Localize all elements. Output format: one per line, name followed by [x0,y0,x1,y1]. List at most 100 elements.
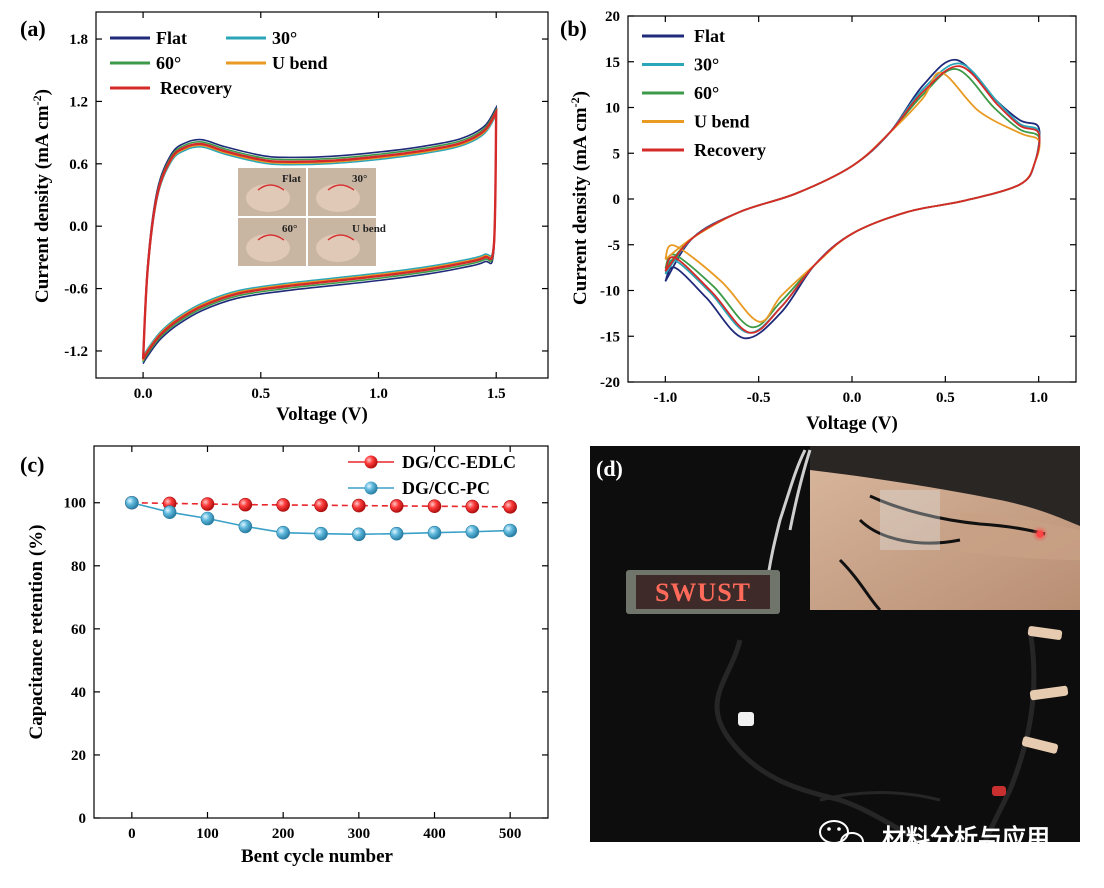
photo-inset-wrist [810,446,1080,612]
data-point [352,498,366,513]
legend-label: DG/CC-EDLC [402,452,516,472]
y-tick-label: 0.6 [69,157,88,173]
data-point [276,525,290,540]
panel-c-series [125,495,517,542]
data-point [200,511,215,526]
y-tick-label: 0 [613,192,621,208]
x-tick-label: 500 [499,826,522,842]
data-point [162,505,177,520]
inset-photo-label: Flat [282,173,301,185]
y-tick-label: 20 [605,9,620,25]
panel-d-photo: SWUST (d) 材料分析与应用 [590,446,1080,852]
y-tick-label: 60 [71,622,86,638]
data-point [314,498,328,513]
y-tick-label: 20 [71,748,86,764]
panel-a-curves [141,104,498,365]
panel-b-ticks: -1.0 -0.5 0.0 0.5 1.0 -20 -15 -10 -5 0 5 10 15 20 [600,9,1076,406]
panel-a-inset-photos: Flat 30° 60° U bend [238,168,386,266]
data-point [389,499,404,513]
panel-c-xlabel: Bent cycle number [241,846,394,867]
data-point [503,523,517,538]
panel-c-ylabel: Capacitance retention (%) [26,525,47,740]
photo-wires [714,629,1037,845]
x-tick-label: 1.5 [487,386,506,402]
legend-label: Recovery [160,78,232,98]
y-tick-label: -15 [600,329,620,345]
data-point [503,500,517,514]
legend-label: 30° [694,55,719,75]
data-point [427,525,442,540]
y-tick-label: -10 [600,284,620,300]
legend-label: 60° [694,83,719,103]
data-point [238,519,253,534]
panel-b-legend: Flat 30° 60° U bend Recovery [642,26,766,160]
legend-marker [364,481,378,495]
y-tick-label: -20 [600,375,620,391]
panel-a-cv-chart: (a) 0.0 0.5 1.0 1.5 -1.2 -0.6 0.0 0.6 1.2 1.8 Vol… [20,11,549,425]
data-point [238,497,253,512]
x-tick-label: 1.0 [1029,390,1048,406]
x-tick-label: 400 [423,826,446,842]
inset-device-strip [327,184,355,191]
data-point [352,527,366,542]
legend-label: U bend [694,112,750,132]
legend-label: 30° [272,28,297,48]
x-tick-label: 0.0 [843,390,862,406]
x-tick-label: 0 [128,826,136,842]
panel-c-label: (c) [20,452,44,477]
x-tick-label: 0.5 [251,386,270,402]
panel-a-label: (a) [20,16,46,41]
legend-label: U bend [272,53,328,73]
legend-label: Recovery [694,140,766,160]
y-tick-label: 80 [71,559,86,575]
data-point [465,524,480,539]
y-tick-label: 40 [71,685,86,701]
y-tick-label: 100 [64,496,87,512]
inset-photo-label: 60° [282,223,297,235]
data-point [125,495,139,510]
panel-b-curves [664,58,1041,340]
y-tick-label: 10 [605,101,620,117]
y-tick-label: -5 [608,238,621,254]
y-tick-label: -0.6 [64,282,88,298]
panel-c-legend: DG/CC-EDLC DG/CC-PC [348,452,516,498]
x-tick-label: 1.0 [369,386,388,402]
cv-curve-30 [664,62,1041,334]
legend-marker [364,455,378,469]
led-display-text: SWUST [655,578,751,607]
photo-led-board: SWUST [626,570,780,614]
inset-finger-shape [246,234,290,262]
panel-a-ylabel: Current density (mA cm-2) [30,89,53,303]
x-tick-label: 200 [272,826,295,842]
panel-c-frame [93,445,549,819]
watermark-text: 材料分析与应用 [882,824,1050,852]
cv-curve-60 [664,68,1041,329]
panel-b-label: (b) [560,16,587,41]
panel-a-legend: Flat 30° 60° U bend Recovery [110,28,328,98]
panel-c-ticks: 0 100 200 300 400 500 0 20 40 60 80 100 [64,446,548,842]
y-tick-label: 1.8 [69,32,88,48]
data-point [427,499,442,514]
legend-label: 60° [156,53,181,73]
legend-label: Flat [156,28,187,48]
x-tick-label: 100 [196,826,219,842]
panel-b-xlabel: Voltage (V) [806,413,898,434]
x-tick-label: -1.0 [653,390,677,406]
panel-b-ylabel: Current density (mA cm-2) [568,91,591,305]
photo-white-cable [764,449,812,591]
photo-clips [738,626,1069,796]
panel-c-retention-chart: (c) 0 100 200 300 400 500 0 20 40 60 80 100 DG/CC-E… [20,445,549,867]
y-tick-label: 5 [613,146,621,162]
panel-a-xlabel: Voltage (V) [276,404,368,425]
y-tick-label: 0 [79,811,87,827]
data-point [314,526,328,541]
y-tick-label: -1.2 [64,344,88,360]
cv-curve-recovery [141,107,498,360]
x-tick-label: 0.0 [134,386,153,402]
legend-label: DG/CC-PC [402,478,490,498]
cv-curve-recovery [664,65,1041,334]
inset-device-strip [327,234,355,241]
inset-finger-shape [316,234,360,262]
data-point [465,499,480,514]
